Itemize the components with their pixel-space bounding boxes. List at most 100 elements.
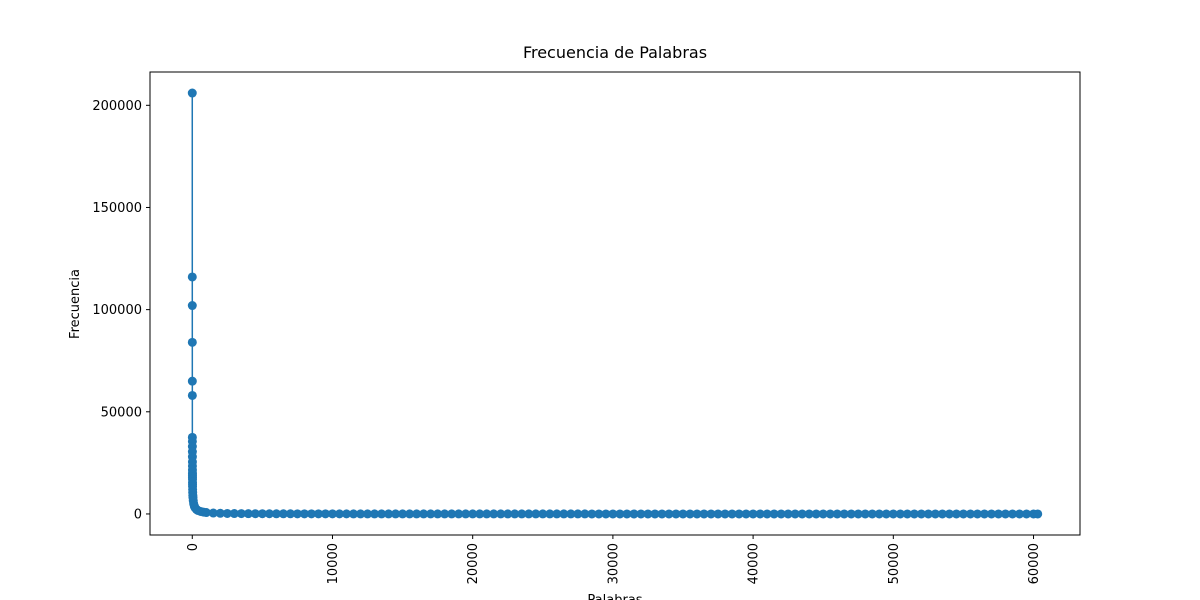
data-point: [510, 509, 520, 519]
data-point: [187, 390, 197, 400]
data-point: [706, 509, 716, 519]
data-point: [208, 508, 218, 518]
x-tick-label: 0: [186, 543, 201, 551]
data-point: [685, 509, 695, 519]
data-point: [622, 509, 632, 519]
data-point: [187, 272, 197, 282]
data-point: [545, 509, 555, 519]
x-axis-label: Palabras: [587, 593, 642, 600]
data-point: [804, 509, 814, 519]
data-point: [874, 509, 884, 519]
data-point: [741, 509, 751, 519]
data-point: [398, 509, 408, 519]
data-point: [334, 509, 344, 519]
x-tick-label: 30000: [606, 543, 621, 584]
data-point: [839, 509, 849, 519]
data-point: [762, 509, 772, 519]
data-point: [601, 509, 611, 519]
y-tick-label: 200000: [92, 99, 142, 114]
data-point: [727, 509, 737, 519]
data-point: [811, 509, 821, 519]
data-point: [1000, 509, 1010, 519]
data-point: [818, 509, 828, 519]
data-point: [734, 509, 744, 519]
x-tick-label: 20000: [466, 543, 481, 584]
data-point: [433, 509, 443, 519]
y-tick-label: 0: [134, 507, 142, 522]
data-point: [916, 509, 926, 519]
data-point: [951, 509, 961, 519]
chart-title: Frecuencia de Palabras: [523, 43, 707, 62]
data-point: [1007, 509, 1017, 519]
data-point: [888, 509, 898, 519]
data-point: [538, 509, 548, 519]
data-point: [769, 509, 779, 519]
data-point: [965, 509, 975, 519]
data-point: [419, 509, 429, 519]
data-point: [755, 509, 765, 519]
data-point: [559, 509, 569, 519]
data-point: [790, 509, 800, 519]
data-point: [846, 509, 856, 519]
data-point: [377, 509, 387, 519]
data-point: [720, 509, 730, 519]
y-tick-label: 100000: [92, 303, 142, 318]
data-point: [566, 509, 576, 519]
data-point: [979, 509, 989, 519]
data-point: [363, 509, 373, 519]
data-point: [797, 509, 807, 519]
data-point: [187, 88, 197, 98]
data-point: [271, 509, 281, 519]
data-point: [860, 509, 870, 519]
y-axis-label: Frecuencia: [68, 269, 83, 339]
y-tick-label: 150000: [92, 201, 142, 216]
data-point: [832, 509, 842, 519]
data-point: [986, 509, 996, 519]
data-point: [412, 509, 422, 519]
data-point: [243, 509, 253, 519]
data-point: [944, 509, 954, 519]
data-point: [215, 508, 225, 518]
data-point: [1022, 509, 1032, 519]
data-point: [895, 509, 905, 519]
data-point: [671, 509, 681, 519]
data-point: [306, 509, 316, 519]
data-point: [524, 509, 534, 519]
data-point: [391, 509, 401, 519]
data-point: [264, 509, 274, 519]
data-point: [187, 376, 197, 386]
data-point: [713, 509, 723, 519]
data-point: [531, 509, 541, 519]
data-point: [475, 509, 485, 519]
data-point: [1033, 509, 1043, 519]
data-point: [643, 509, 653, 519]
data-point: [517, 509, 527, 519]
data-point: [608, 509, 618, 519]
data-point: [454, 509, 464, 519]
plot-frame: [149, 71, 1081, 536]
data-point: [489, 509, 499, 519]
data-point: [496, 509, 506, 519]
data-point: [825, 509, 835, 519]
data-point: [356, 509, 366, 519]
data-point: [587, 509, 597, 519]
data-point: [993, 509, 1003, 519]
data-point: [447, 509, 457, 519]
data-point: [692, 509, 702, 519]
data-point: [629, 509, 639, 519]
data-point: [902, 509, 912, 519]
data-point: [972, 509, 982, 519]
data-point: [349, 509, 359, 519]
data-point: [320, 509, 330, 519]
data-point: [748, 509, 758, 519]
data-point: [292, 509, 302, 519]
data-point: [958, 509, 968, 519]
data-point: [250, 509, 260, 519]
data-point: [615, 509, 625, 519]
data-point: [776, 509, 786, 519]
data-point: [285, 509, 295, 519]
data-point: [384, 509, 394, 519]
y-tick-label: 50000: [101, 405, 142, 420]
data-point: [278, 509, 288, 519]
